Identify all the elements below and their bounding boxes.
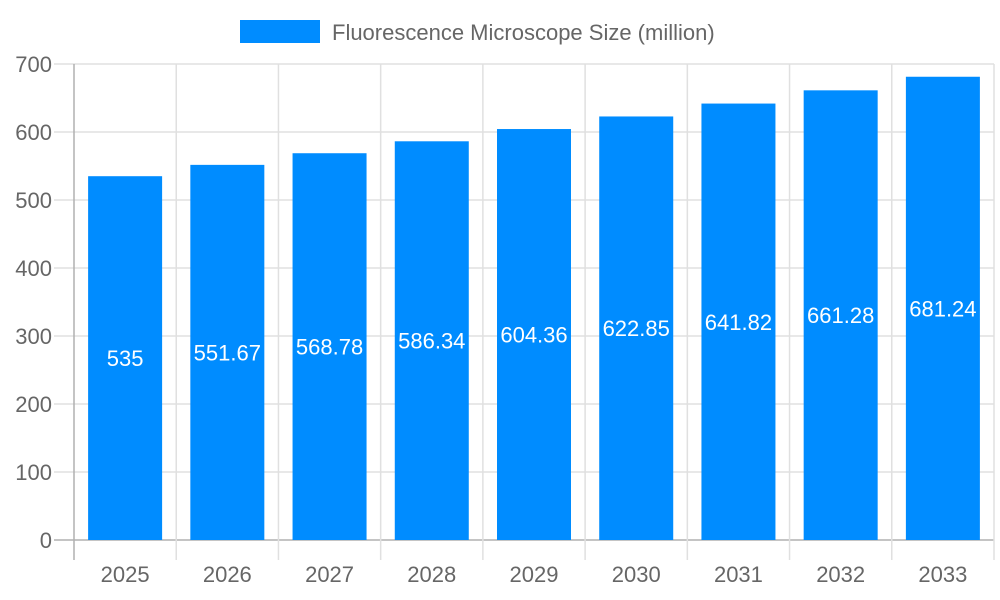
data-label: 681.24 — [909, 296, 976, 321]
x-tick-label: 2028 — [407, 562, 456, 587]
legend-label: Fluorescence Microscope Size (million) — [332, 20, 715, 45]
data-label: 586.34 — [398, 329, 465, 354]
legend-swatch — [240, 20, 320, 43]
data-label: 641.82 — [705, 310, 772, 335]
bar — [803, 90, 878, 541]
data-label: 604.36 — [500, 323, 567, 348]
bars — [88, 76, 980, 541]
bar — [88, 176, 163, 540]
y-tick-label: 700 — [15, 52, 52, 77]
x-tick-label: 2025 — [101, 562, 150, 587]
x-tick-label: 2026 — [203, 562, 252, 587]
bar — [190, 164, 265, 541]
y-tick-label: 600 — [15, 120, 52, 145]
legend[interactable]: Fluorescence Microscope Size (million) — [240, 20, 715, 45]
data-label: 551.67 — [194, 340, 261, 365]
axes: 0 100 200 300 400 500 600 700 2025 2026 2027 2028 20… — [15, 52, 967, 587]
bar — [497, 129, 571, 540]
bar — [701, 103, 776, 540]
x-tick-label: 2032 — [816, 562, 865, 587]
data-label: 535 — [107, 346, 144, 371]
data-label: 622.85 — [603, 316, 670, 341]
x-tick-label: 2031 — [714, 562, 763, 587]
y-tick-label: 200 — [15, 392, 52, 417]
x-tick-label: 2027 — [305, 562, 354, 587]
y-tick-label: 100 — [15, 460, 52, 485]
data-label: 661.28 — [807, 303, 874, 328]
y-tick-label: 300 — [15, 324, 52, 349]
x-tick-label: 2033 — [918, 562, 967, 587]
x-tick-label: 2029 — [510, 562, 559, 587]
y-tick-label: 400 — [15, 256, 52, 281]
bar — [599, 116, 674, 540]
bar — [292, 153, 367, 540]
bar — [905, 76, 980, 540]
data-label: 568.78 — [296, 335, 363, 360]
data-labels: 535 551.67 568.78 586.34 604.36 622.85 641.82 6… — [107, 296, 977, 371]
y-tick-label: 0 — [40, 528, 52, 553]
x-tick-label: 2030 — [612, 562, 661, 587]
bar — [394, 141, 469, 540]
y-tick-label: 500 — [15, 188, 52, 213]
